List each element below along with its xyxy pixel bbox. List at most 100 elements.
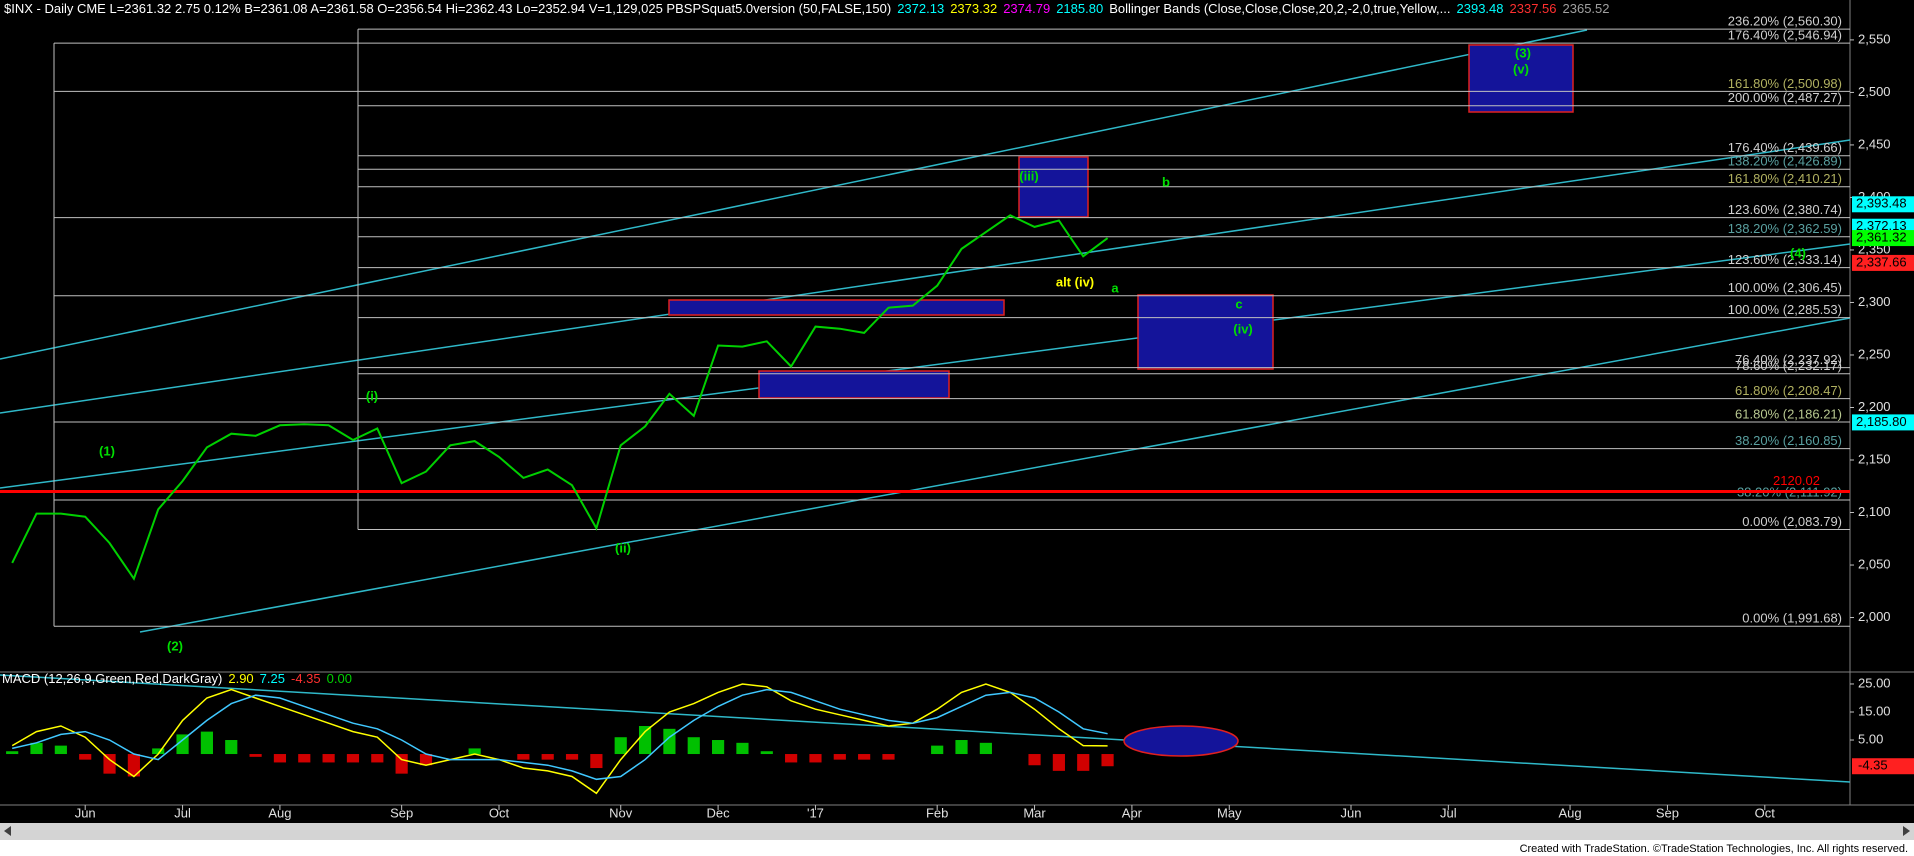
fib-label: 138.20% (2,362.59) [1728,221,1842,236]
x-tick-label: Mar [1023,805,1046,820]
wave-label: c [1235,296,1242,311]
macd-histogram-bar [419,754,433,766]
macd-histogram-bar [395,754,408,774]
y-tick-label: 2,250 [1858,346,1891,361]
fib-label: 61.80% (2,208.47) [1735,383,1842,398]
macd-line [12,688,1108,781]
macd-histogram-bar [1101,754,1114,767]
macd-histogram-bar [785,754,798,763]
header-segment: 2372.13 [897,1,944,16]
wave-label: (iv) [1233,321,1253,336]
header-segment: 2393.48 [1457,1,1504,16]
macd-histogram-bar [1077,754,1090,771]
macd-histogram-bar [30,742,43,755]
x-tick-label: Feb [926,805,948,820]
y-tick-label: 2,150 [1858,451,1891,466]
target-box [668,299,1005,316]
fib-label: 161.80% (2,410.21) [1728,171,1842,186]
macd-header-segment: -4.35 [291,671,321,686]
wave-label: (i) [366,388,378,403]
macd-target [1123,725,1239,757]
macd-histogram-bar [1052,754,1065,771]
macd-histogram-bar [79,754,92,760]
macd-histogram-bar [273,754,287,763]
x-tick-label: May [1217,805,1242,820]
scroll-right[interactable] [1903,826,1910,836]
macd-histogram-bar [687,737,700,755]
macd-trendline [0,674,1851,783]
y-tick-label: 2,500 [1858,84,1891,99]
macd-histogram-bar [298,754,311,763]
trendline [139,317,1851,633]
fib-label: 61.80% (2,186.21) [1735,406,1842,421]
fib-label: 38.20% (2,160.85) [1735,433,1842,448]
fib-label: 0.00% (2,083.79) [1742,514,1842,529]
scroll-left[interactable] [4,826,11,836]
x-tick-label: Apr [1122,805,1143,820]
scrollbar[interactable] [0,823,1914,840]
price-tag-label: 2,361.32 [1856,230,1907,245]
header: $INX - Daily CME L=2361.32 2.75 0.12% B=… [4,1,1610,16]
fib-label: 78.60% (2,232.17) [1735,358,1842,373]
wave-label: b [1162,174,1170,189]
macd-histogram-bar [225,740,238,755]
wave-label: (2) [167,638,183,653]
y-tick-label: 2,050 [1858,556,1891,571]
macd-histogram-bar [517,754,530,760]
macd-histogram-bar [979,742,992,755]
macd-histogram-bar [371,754,384,763]
fib-levels: 0.00% (1,991.68)38.20% (2,111.92)61.80% … [53,14,1850,627]
fib-label: 236.20% (2,560.30) [1728,14,1842,29]
footer-band [0,840,1914,856]
macd-histogram-bar [565,754,579,760]
fib-label: 200.00% (2,487.27) [1728,90,1842,105]
fib-label: 0.00% (1,991.68) [1742,611,1842,626]
price-tag-label: 2,393.48 [1856,196,1907,211]
macd-histogram-bar [322,754,335,763]
macd-histogram-bar [955,740,968,755]
x-tick-label: Dec [707,805,731,820]
x-tick-label: Aug [268,805,291,820]
macd-histogram-bar [249,754,262,757]
price-tag-label: 2,372.13 [1856,218,1907,233]
x-tick-label: Oct [1755,805,1776,820]
x-tick-label: Nov [609,805,633,820]
macd-histogram-bar [760,751,773,755]
y-tick-label: 2,300 [1858,294,1891,309]
macd-header-segment: 0.00 [327,671,352,686]
x-tick-label: Aug [1558,805,1581,820]
header-segment: $INX - Daily CME L=2361.32 2.75 0.12% B=… [4,1,891,16]
x-tick-label: Jun [75,805,96,820]
price-tag-label: 2,185.80 [1856,414,1907,429]
price-line [11,214,1109,581]
price-tag [1852,414,1914,431]
x-tick-label: Sep [390,805,413,820]
macd-histogram-bar [127,754,140,777]
price-tag [1852,254,1914,271]
macd-histogram-bar [882,754,895,760]
y-tick-label: 2,200 [1858,399,1891,414]
macd-header-segment: MACD (12,26,9,Green,Red,DarkGray) [2,671,222,686]
footer-text: Created with TradeStation. ©TradeStation… [1520,843,1908,855]
macd-y-tick-label: 25.00 [1858,675,1891,690]
price-tag [1852,230,1914,247]
x-tick-label: Jul [1440,805,1457,820]
fib-label: 123.60% (2,333.14) [1728,252,1842,267]
fib-label: 100.00% (2,306.45) [1728,280,1842,295]
y-tick-label: 2,000 [1858,609,1891,624]
header-segment: 2337.56 [1510,1,1557,16]
trendline [0,29,1588,360]
macd-histogram-bar [858,754,871,760]
macd-histogram-bar [614,737,627,755]
macd-y-tick-label: 5.00 [1858,731,1883,746]
fib-label: 76.40% (2,237.92) [1735,352,1842,367]
macd-histogram-bar [6,751,19,755]
wave-label: (iii) [1019,168,1039,183]
price-tag-label: 2,337.66 [1856,254,1907,269]
wave-label: (1) [99,443,115,458]
macd-histogram-bar [590,754,603,769]
macd-histogram-bar [346,754,360,763]
fib-label: 123.60% (2,380.74) [1728,202,1842,217]
